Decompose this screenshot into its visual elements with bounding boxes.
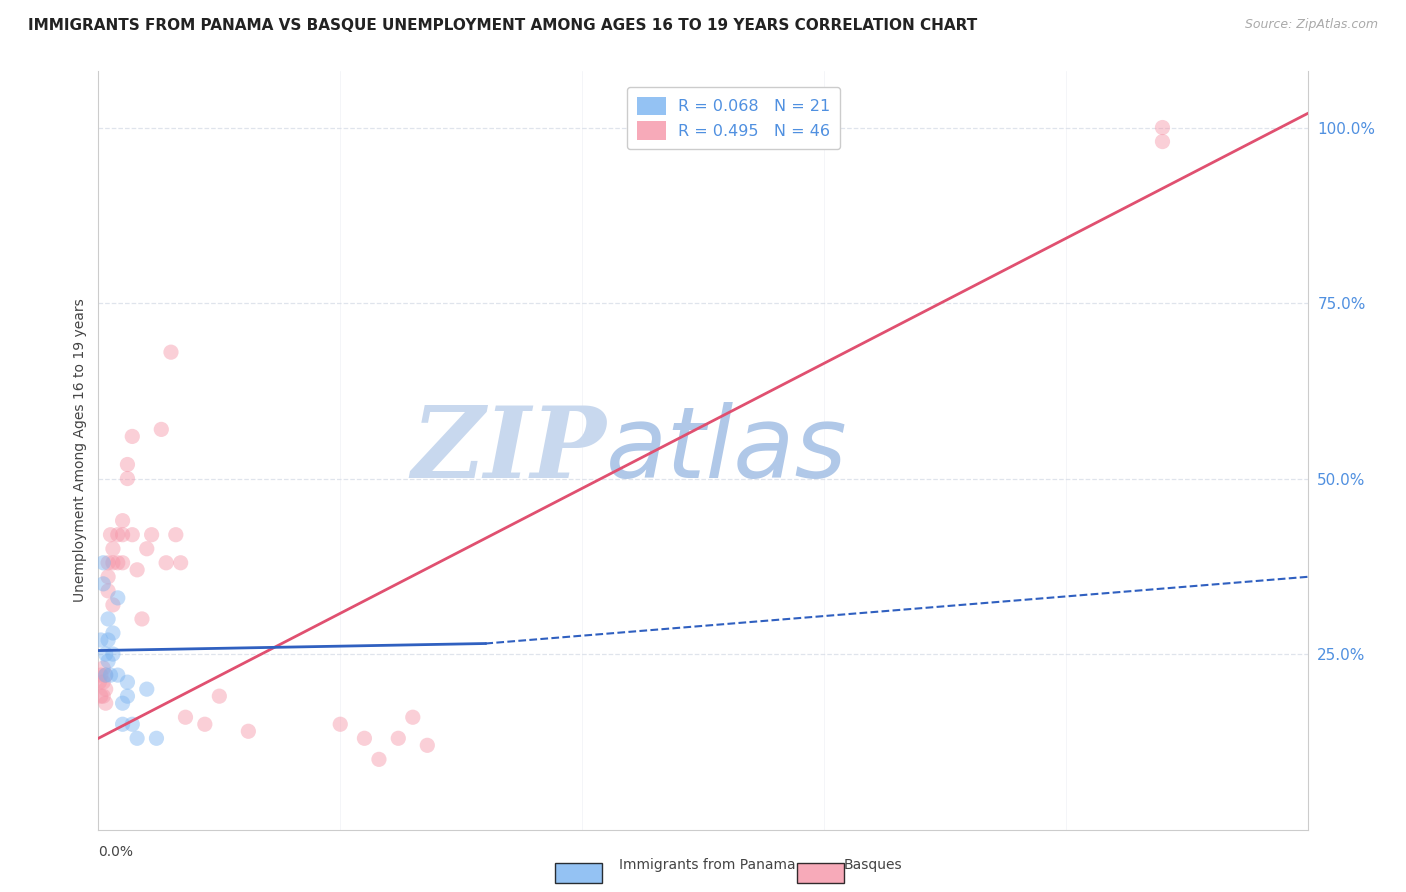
Point	[368, 752, 391, 766]
Point	[117, 458, 139, 472]
Text: Source: ZipAtlas.com: Source: ZipAtlas.com	[1244, 18, 1378, 31]
Point	[91, 556, 114, 570]
Point	[94, 682, 117, 697]
Point	[100, 668, 122, 682]
Point	[402, 710, 425, 724]
Text: atlas: atlas	[606, 402, 848, 499]
Point	[90, 633, 112, 648]
Point	[101, 598, 124, 612]
Point	[117, 675, 139, 690]
Text: 0.0%: 0.0%	[98, 845, 134, 859]
Point	[91, 577, 114, 591]
Legend: R = 0.068   N = 21, R = 0.495   N = 46: R = 0.068 N = 21, R = 0.495 N = 46	[627, 87, 841, 149]
Point	[238, 724, 260, 739]
Point	[101, 626, 124, 640]
Point	[121, 527, 143, 541]
Point	[97, 583, 120, 598]
Point	[111, 696, 134, 710]
Point	[101, 556, 124, 570]
Point	[90, 689, 112, 703]
Point	[89, 675, 111, 690]
Point	[117, 471, 139, 485]
Point	[107, 556, 129, 570]
Point	[416, 739, 439, 753]
Text: IMMIGRANTS FROM PANAMA VS BASQUE UNEMPLOYMENT AMONG AGES 16 TO 19 YEARS CORRELAT: IMMIGRANTS FROM PANAMA VS BASQUE UNEMPLO…	[28, 18, 977, 33]
Point	[141, 527, 163, 541]
Point	[117, 689, 139, 703]
Text: ZIP: ZIP	[412, 402, 606, 499]
Point	[135, 541, 157, 556]
Point	[135, 682, 157, 697]
Point	[101, 647, 124, 661]
Point	[121, 717, 143, 731]
Point	[100, 527, 122, 541]
Point	[111, 514, 134, 528]
Point	[97, 612, 120, 626]
Point	[174, 710, 197, 724]
Point	[107, 668, 129, 682]
Y-axis label: Unemployment Among Ages 16 to 19 years: Unemployment Among Ages 16 to 19 years	[73, 299, 87, 602]
Point	[131, 612, 153, 626]
Point	[160, 345, 183, 359]
Point	[155, 556, 177, 570]
Point	[165, 527, 187, 541]
Point	[97, 633, 120, 648]
Point	[91, 689, 114, 703]
Point	[1152, 120, 1174, 135]
Point	[94, 668, 117, 682]
Point	[111, 556, 134, 570]
Point	[91, 675, 114, 690]
Point	[329, 717, 352, 731]
Point	[121, 429, 143, 443]
Point	[127, 563, 149, 577]
Point	[107, 527, 129, 541]
Point	[387, 731, 409, 746]
Point	[127, 731, 149, 746]
Point	[169, 556, 191, 570]
Point	[150, 422, 173, 436]
Point	[97, 556, 120, 570]
Point	[194, 717, 217, 731]
Point	[97, 570, 120, 584]
Point	[94, 696, 117, 710]
Text: Basques: Basques	[844, 858, 903, 872]
Point	[1152, 135, 1174, 149]
Point	[90, 668, 112, 682]
Point	[94, 668, 117, 682]
Point	[107, 591, 129, 605]
Point	[208, 689, 231, 703]
Point	[111, 527, 134, 541]
Point	[97, 654, 120, 668]
Point	[111, 717, 134, 731]
Point	[94, 647, 117, 661]
Point	[145, 731, 167, 746]
Point	[101, 541, 124, 556]
Point	[91, 661, 114, 675]
Text: Immigrants from Panama: Immigrants from Panama	[619, 858, 796, 872]
Point	[353, 731, 375, 746]
